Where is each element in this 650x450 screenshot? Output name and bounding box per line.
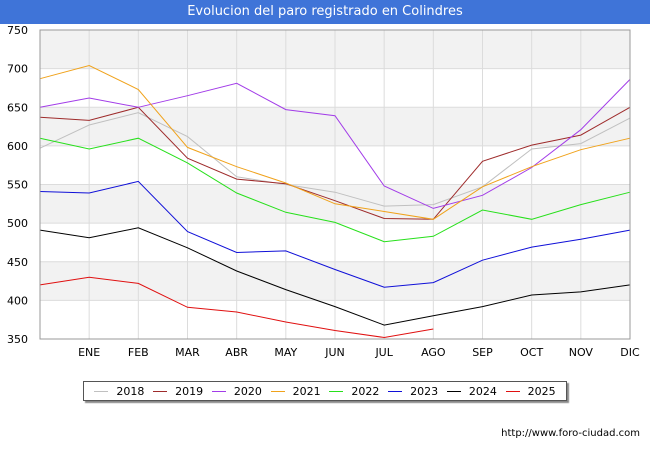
y-tick-label: 700: [7, 63, 28, 76]
legend-item-2023: 2023: [388, 385, 438, 398]
x-tick-label: JUN: [324, 346, 345, 359]
x-tick-label: JUL: [374, 346, 393, 359]
legend-label: 2023: [410, 384, 439, 398]
x-tick-label: FEB: [128, 346, 149, 359]
legend-item-2018: 2018: [94, 385, 144, 398]
y-tick-label: 600: [7, 140, 28, 153]
y-tick-label: 750: [7, 24, 28, 37]
legend-item-2025: 2025: [505, 384, 556, 398]
legend-swatch: [388, 390, 403, 392]
series-line-2024: [39, 227, 631, 326]
chart-title: Evolucion del paro registrado en Colindr…: [0, 0, 650, 24]
x-tick-label: MAY: [274, 346, 297, 359]
y-tick-label: 500: [7, 217, 28, 230]
series-line-2018: [39, 112, 631, 207]
x-tick-label: DIC: [620, 346, 640, 359]
legend-item-2019: 2019: [153, 385, 203, 398]
x-tick-label: OCT: [520, 346, 543, 359]
x-tick-label: NOV: [569, 346, 594, 359]
series-line-2021: [39, 64, 631, 220]
x-tick-label: SEP: [472, 346, 493, 359]
legend-item-2020: 2020: [211, 384, 262, 398]
x-tick-label: ABR: [225, 346, 248, 359]
source-link[interactable]: http://www.foro-ciudad.com: [501, 428, 640, 439]
x-tick-label: MAR: [175, 346, 200, 359]
legend-label: 2021: [292, 384, 321, 398]
legend-swatch: [270, 390, 285, 392]
legend-swatch: [505, 390, 520, 392]
series-line-2025: [39, 276, 434, 339]
x-tick-label: AGO: [421, 346, 446, 359]
y-tick-label: 350: [7, 333, 28, 346]
plot-frame: [39, 29, 631, 340]
legend-swatch: [329, 390, 344, 392]
legend-item-2024: 2024: [446, 384, 497, 398]
legend: 2018 2019 2020 2021 2022 2023 2024 2025: [83, 381, 567, 401]
x-tick-label: ENE: [78, 346, 100, 359]
y-tick-label: 650: [7, 101, 28, 114]
legend-label: 2019: [175, 384, 204, 398]
legend-item-2021: 2021: [270, 384, 321, 398]
y-tick-label: 450: [7, 256, 28, 269]
legend-label: 2025: [527, 384, 556, 398]
series-line-2020: [39, 79, 631, 209]
series-line-2022: [39, 137, 631, 243]
legend-swatch: [153, 390, 168, 392]
legend-swatch: [446, 390, 461, 392]
legend-label: 2022: [351, 384, 380, 398]
legend-swatch: [211, 390, 226, 392]
series-line-2023: [39, 180, 631, 288]
legend-label: 2018: [116, 384, 145, 398]
legend-label: 2020: [233, 384, 262, 398]
legend-swatch: [94, 390, 109, 392]
legend-item-2022: 2022: [329, 385, 379, 398]
legend-label: 2024: [468, 384, 497, 398]
y-tick-label: 400: [7, 294, 28, 307]
y-tick-label: 550: [7, 179, 28, 192]
